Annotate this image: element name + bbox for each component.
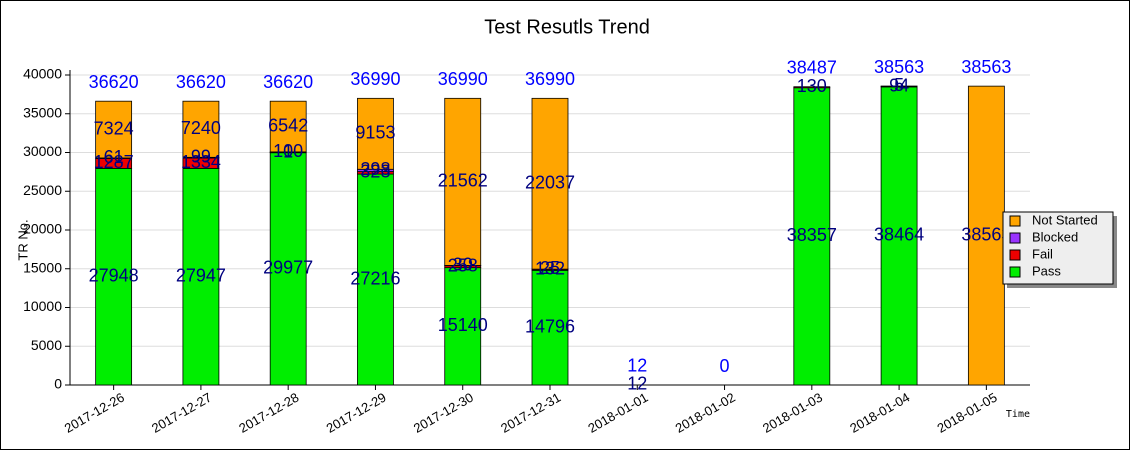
bar-segment (793, 87, 831, 386)
y-tick-label: 30000 (23, 143, 62, 159)
y-tick-label: 10000 (23, 298, 62, 314)
value-label: 15140 (438, 315, 488, 335)
value-label: 94 (889, 75, 909, 95)
value-label: 12 (627, 374, 647, 394)
total-label: 36990 (525, 69, 575, 89)
value-label: 29977 (263, 258, 313, 278)
total-label: 36620 (176, 72, 226, 92)
legend: Not Started Blocked Fail Pass (1002, 211, 1117, 288)
bar-segment (182, 168, 220, 386)
total-label: 36990 (438, 69, 488, 89)
bar-segment (880, 86, 918, 386)
value-label: 130 (797, 76, 827, 96)
bar-segment (531, 97, 569, 270)
bar-segment (357, 97, 394, 170)
legend-swatch (1009, 266, 1021, 278)
value-label: 61 (104, 147, 124, 167)
value-label: 38357 (787, 225, 837, 245)
bar-segment (269, 152, 307, 386)
total-label: 36620 (89, 72, 139, 92)
value-label: 298 (360, 159, 390, 179)
value-label: 14796 (525, 316, 575, 336)
bar-segment (269, 100, 307, 153)
total-label: 38563 (961, 57, 1011, 77)
value-label: 132 (535, 259, 565, 279)
chart-title: Test Resutls Trend (484, 16, 650, 38)
value-label: 27216 (350, 268, 400, 288)
value-label: 22037 (525, 172, 575, 192)
total-label: 38563 (874, 57, 924, 77)
value-label: 1287 (94, 152, 134, 172)
y-tick-label: 40000 (23, 66, 62, 82)
bar-segment (182, 100, 220, 158)
total-label: 36620 (263, 72, 313, 92)
x-axis-label: Time (1006, 409, 1030, 420)
total-label: 0 (720, 356, 730, 376)
y-tick-label: 25000 (23, 182, 62, 198)
bar-segment (357, 173, 394, 386)
value-label: 100 (273, 141, 303, 161)
total-label: 36990 (350, 69, 400, 89)
value-label: 38563 (961, 224, 1011, 244)
value-label: 9153 (355, 123, 395, 143)
legend-swatch (1009, 215, 1021, 227)
legend-swatch (1009, 232, 1021, 244)
y-tick-label: 5000 (31, 337, 62, 353)
value-label: 25 (540, 258, 560, 278)
value-label: 99 (191, 146, 211, 166)
legend-label: Pass (1032, 263, 1061, 278)
y-tick-label: 0 (54, 376, 62, 392)
value-label: 1334 (181, 152, 221, 172)
y-tick-label: 20000 (23, 221, 62, 237)
legend-swatch (1009, 249, 1021, 261)
value-label: 5 (894, 75, 904, 95)
value-label: 30 (453, 254, 473, 274)
value-label: 7324 (94, 118, 134, 138)
value-label: 323 (360, 162, 390, 182)
y-tick-label: 35000 (23, 104, 62, 120)
y-axis-label: TR No. (15, 219, 30, 260)
total-label: 12 (627, 356, 647, 376)
legend-label: Fail (1032, 246, 1053, 261)
value-label: 21562 (438, 171, 488, 191)
value-label: 38464 (874, 225, 924, 245)
legend-box (1002, 211, 1114, 285)
legend-label: Blocked (1032, 229, 1078, 244)
value-label: 7240 (181, 118, 221, 138)
bar-segment (95, 100, 133, 159)
value-label: 27948 (89, 265, 139, 285)
y-tick-label: 15000 (23, 259, 62, 275)
value-label: 27947 (176, 265, 226, 285)
bar-segment (444, 97, 482, 266)
value-label: 258 (448, 255, 478, 275)
total-label: 38487 (787, 57, 837, 77)
value-label: 6542 (268, 115, 308, 135)
bar-segment (793, 86, 831, 89)
bar-segment (95, 168, 133, 386)
legend-label: Not Started (1032, 212, 1098, 227)
bar-segment (967, 85, 1005, 386)
value-label: 1 (283, 141, 293, 161)
bar-segment (531, 269, 569, 386)
